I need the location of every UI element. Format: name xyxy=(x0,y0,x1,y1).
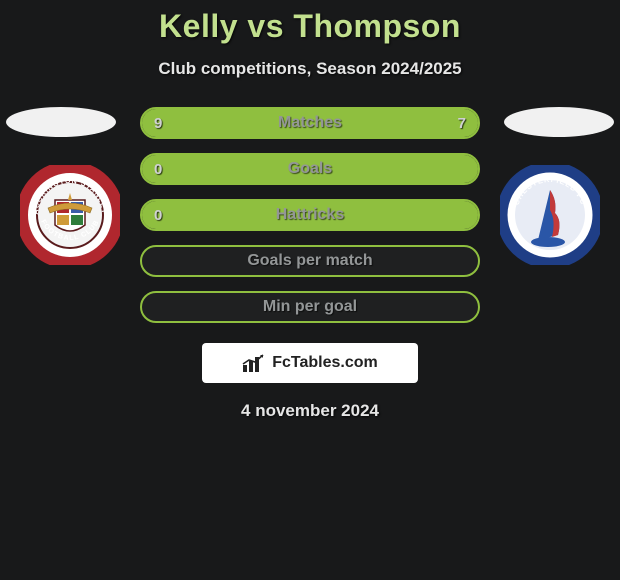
stat-row: Goals per match xyxy=(140,245,480,277)
accrington-crest-icon: ACCRINGTON STANLEY FOOTBALL CLUB xyxy=(20,165,120,265)
subtitle: Club competitions, Season 2024/2025 xyxy=(0,59,620,79)
stats-list: Matches 9 7 Goals 0 Hattricks 0 Goals per match… xyxy=(140,107,480,323)
stat-fill-right xyxy=(330,109,478,137)
comparison-body: ACCRINGTON STANLEY FOOTBALL CLUB xyxy=(0,107,620,421)
stat-label: Goals per match xyxy=(247,252,372,270)
page-title: Kelly vs Thompson xyxy=(0,8,620,45)
stat-label: Goals xyxy=(288,160,332,178)
stat-label: Min per goal xyxy=(263,298,357,316)
player-right-oval xyxy=(504,107,614,137)
date-label: 4 november 2024 xyxy=(0,401,620,421)
stat-value-right: 7 xyxy=(458,115,466,132)
chesterfield-crest-icon: CHESTERFIELD FC xyxy=(500,165,600,265)
stat-row: Goals 0 xyxy=(140,153,480,185)
stat-row: Matches 9 7 xyxy=(140,107,480,139)
stat-label: Hattricks xyxy=(276,206,344,224)
brand-box[interactable]: FcTables.com xyxy=(202,343,418,383)
stat-value-left: 0 xyxy=(154,207,162,224)
stat-value-left: 9 xyxy=(154,115,162,132)
stat-row: Min per goal xyxy=(140,291,480,323)
player-left-oval xyxy=(6,107,116,137)
stat-row: Hattricks 0 xyxy=(140,199,480,231)
club-crest-right: CHESTERFIELD FC xyxy=(500,165,600,265)
fctables-logo-icon xyxy=(242,353,268,373)
comparison-card: Kelly vs Thompson Club competitions, Sea… xyxy=(0,0,620,421)
stat-value-left: 0 xyxy=(154,161,162,178)
club-crest-left: ACCRINGTON STANLEY FOOTBALL CLUB xyxy=(20,165,120,265)
brand-label: FcTables.com xyxy=(272,354,378,372)
stat-label: Matches xyxy=(278,114,342,132)
